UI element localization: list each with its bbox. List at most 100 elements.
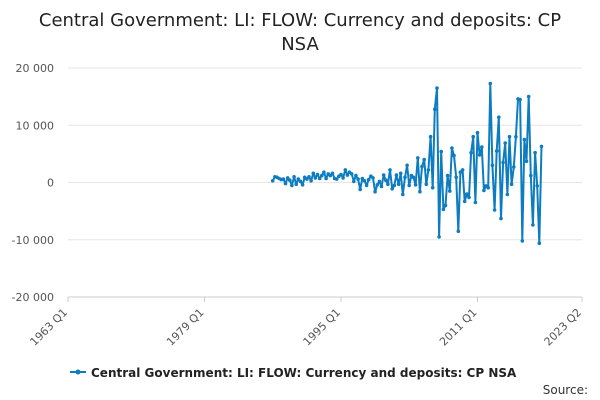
data-point[interactable] bbox=[416, 156, 420, 160]
data-point[interactable] bbox=[492, 208, 497, 212]
data-point[interactable] bbox=[524, 159, 529, 164]
data-point[interactable] bbox=[392, 183, 397, 188]
data-point[interactable] bbox=[537, 241, 542, 245]
data-point[interactable] bbox=[309, 179, 313, 183]
data-point[interactable] bbox=[349, 172, 354, 176]
data-point[interactable] bbox=[345, 173, 350, 177]
data-point[interactable] bbox=[486, 185, 491, 190]
data-point[interactable] bbox=[300, 183, 305, 187]
data-point[interactable] bbox=[356, 177, 360, 181]
data-point[interactable] bbox=[379, 184, 384, 189]
data-point[interactable] bbox=[371, 176, 375, 180]
data-point[interactable] bbox=[320, 173, 324, 178]
legend[interactable]: Central Government: LI: FLOW: Currency a… bbox=[70, 366, 517, 380]
data-point[interactable] bbox=[413, 183, 418, 187]
data-point[interactable] bbox=[443, 203, 448, 208]
data-point[interactable] bbox=[503, 141, 508, 145]
data-point[interactable] bbox=[390, 187, 395, 191]
data-point[interactable] bbox=[445, 173, 450, 178]
data-point[interactable] bbox=[426, 168, 431, 172]
data-point[interactable] bbox=[469, 150, 473, 155]
data-point[interactable] bbox=[377, 179, 382, 184]
data-point[interactable] bbox=[386, 182, 390, 186]
data-point[interactable] bbox=[305, 177, 309, 181]
data-point[interactable] bbox=[298, 179, 303, 184]
data-point[interactable] bbox=[460, 168, 465, 172]
data-point[interactable] bbox=[477, 153, 482, 157]
data-point[interactable] bbox=[509, 182, 514, 186]
data-point[interactable] bbox=[467, 195, 471, 200]
data-point[interactable] bbox=[396, 182, 401, 186]
data-point[interactable] bbox=[307, 175, 311, 179]
data-point[interactable] bbox=[533, 150, 537, 155]
data-point[interactable] bbox=[420, 164, 424, 169]
data-point[interactable] bbox=[448, 189, 452, 193]
data-point[interactable] bbox=[450, 146, 454, 150]
data-point[interactable] bbox=[535, 184, 539, 188]
data-point[interactable] bbox=[452, 153, 456, 158]
data-point[interactable] bbox=[435, 86, 439, 90]
data-point[interactable] bbox=[490, 163, 495, 168]
data-point[interactable] bbox=[352, 179, 356, 184]
data-point[interactable] bbox=[330, 171, 335, 176]
data-point[interactable] bbox=[296, 177, 301, 181]
data-point[interactable] bbox=[381, 173, 386, 177]
data-point[interactable] bbox=[288, 178, 292, 182]
data-point[interactable] bbox=[366, 177, 371, 182]
data-point[interactable] bbox=[439, 149, 444, 154]
data-point[interactable] bbox=[501, 160, 505, 165]
data-point[interactable] bbox=[424, 182, 429, 186]
data-point[interactable] bbox=[462, 199, 467, 204]
data-point[interactable] bbox=[343, 168, 348, 172]
data-point[interactable] bbox=[401, 192, 405, 197]
data-point[interactable] bbox=[360, 176, 365, 181]
data-point[interactable] bbox=[441, 207, 446, 212]
data-point[interactable] bbox=[482, 188, 486, 193]
data-point[interactable] bbox=[507, 134, 512, 139]
data-point[interactable] bbox=[531, 223, 535, 227]
data-point[interactable] bbox=[465, 192, 469, 196]
data-point[interactable] bbox=[488, 81, 493, 86]
data-point[interactable] bbox=[270, 179, 275, 183]
data-point[interactable] bbox=[394, 173, 399, 177]
data-point[interactable] bbox=[518, 97, 522, 102]
data-point[interactable] bbox=[405, 163, 409, 168]
data-point[interactable] bbox=[290, 183, 294, 188]
data-point[interactable] bbox=[512, 165, 516, 169]
data-point[interactable] bbox=[384, 178, 388, 182]
data-point[interactable] bbox=[422, 157, 427, 162]
data-point[interactable] bbox=[281, 177, 286, 181]
data-point[interactable] bbox=[283, 181, 288, 186]
data-point[interactable] bbox=[322, 170, 326, 174]
data-point[interactable] bbox=[458, 170, 463, 174]
data-point[interactable] bbox=[456, 229, 461, 233]
data-point[interactable] bbox=[475, 130, 480, 135]
data-point[interactable] bbox=[428, 134, 433, 139]
data-point[interactable] bbox=[454, 175, 459, 180]
data-point[interactable] bbox=[494, 149, 499, 153]
data-point[interactable] bbox=[334, 177, 339, 181]
data-point[interactable] bbox=[497, 115, 501, 119]
data-point[interactable] bbox=[499, 216, 503, 221]
data-point[interactable] bbox=[328, 173, 333, 178]
data-point[interactable] bbox=[403, 175, 407, 180]
data-point[interactable] bbox=[354, 173, 358, 178]
data-point[interactable] bbox=[341, 176, 345, 180]
data-point[interactable] bbox=[317, 176, 322, 181]
data-point[interactable] bbox=[505, 192, 510, 197]
data-point[interactable] bbox=[375, 183, 380, 187]
data-point[interactable] bbox=[398, 171, 403, 176]
data-point[interactable] bbox=[514, 134, 518, 139]
data-point[interactable] bbox=[311, 171, 316, 176]
data-point[interactable] bbox=[520, 239, 525, 243]
data-point[interactable] bbox=[339, 172, 343, 177]
data-point[interactable] bbox=[539, 144, 544, 149]
data-point[interactable] bbox=[362, 179, 367, 183]
data-point[interactable] bbox=[411, 175, 416, 180]
data-point[interactable] bbox=[315, 172, 320, 177]
data-point[interactable] bbox=[522, 137, 527, 142]
data-point[interactable] bbox=[418, 189, 422, 194]
data-point[interactable] bbox=[471, 134, 476, 139]
data-point[interactable] bbox=[526, 94, 531, 99]
data-point[interactable] bbox=[373, 189, 377, 194]
